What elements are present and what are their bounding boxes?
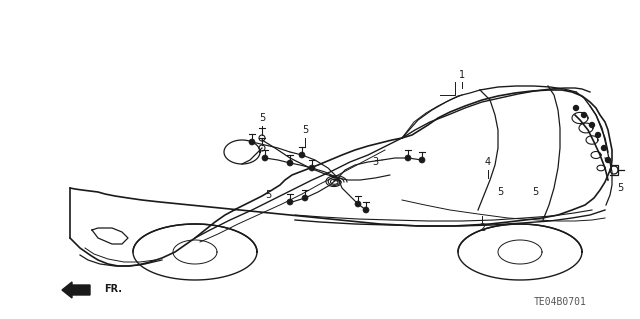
Circle shape: [262, 155, 268, 161]
Text: FR.: FR.: [104, 284, 122, 294]
Circle shape: [573, 106, 579, 110]
Text: 5: 5: [302, 125, 308, 135]
Circle shape: [249, 139, 255, 145]
Text: 5: 5: [617, 183, 623, 193]
Text: 5: 5: [265, 190, 271, 200]
Text: 5: 5: [259, 113, 265, 123]
Circle shape: [309, 165, 315, 171]
Circle shape: [419, 157, 425, 163]
Text: 4: 4: [485, 157, 491, 167]
Text: 5: 5: [532, 187, 538, 197]
Text: 3: 3: [372, 157, 378, 167]
Text: 2: 2: [479, 223, 485, 233]
Circle shape: [302, 195, 308, 201]
Text: 1: 1: [459, 70, 465, 80]
Circle shape: [595, 132, 600, 137]
Circle shape: [405, 155, 411, 161]
Circle shape: [589, 122, 595, 128]
Circle shape: [605, 158, 611, 162]
FancyArrow shape: [62, 282, 90, 298]
Circle shape: [582, 113, 586, 117]
Circle shape: [355, 201, 361, 207]
Circle shape: [363, 207, 369, 213]
Circle shape: [299, 152, 305, 158]
Circle shape: [602, 145, 607, 151]
Text: TE04B0701: TE04B0701: [534, 297, 586, 307]
Circle shape: [287, 160, 293, 166]
Circle shape: [287, 199, 293, 205]
Text: 5: 5: [497, 187, 503, 197]
